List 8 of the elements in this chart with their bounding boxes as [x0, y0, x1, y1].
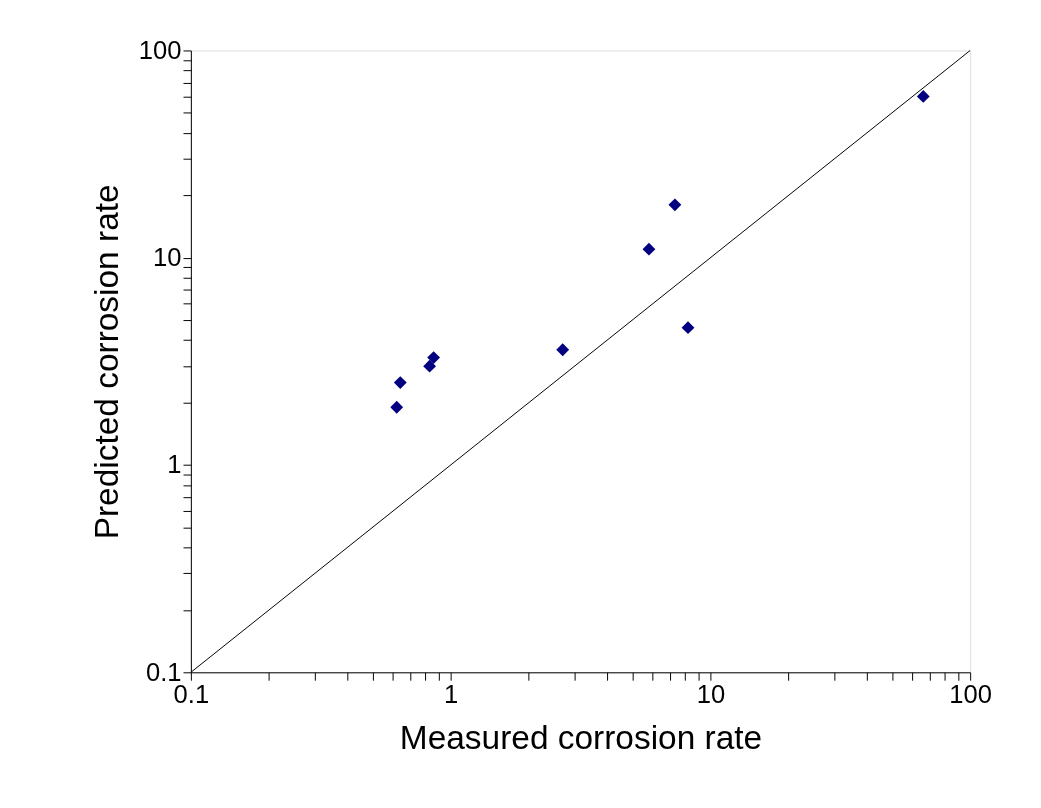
x-tick-label: 100: [949, 680, 992, 709]
x-tick-label: 10: [696, 680, 726, 709]
x-axis-title: Measured corrosion rate: [399, 718, 763, 756]
y-tick-label: 1: [167, 450, 182, 479]
y-axis-title: Predicted corrosion rate: [88, 184, 126, 540]
y-tick-label: 10: [153, 243, 182, 272]
x-tick-label: 1: [444, 680, 459, 709]
y-tick-label: 100: [138, 35, 182, 64]
